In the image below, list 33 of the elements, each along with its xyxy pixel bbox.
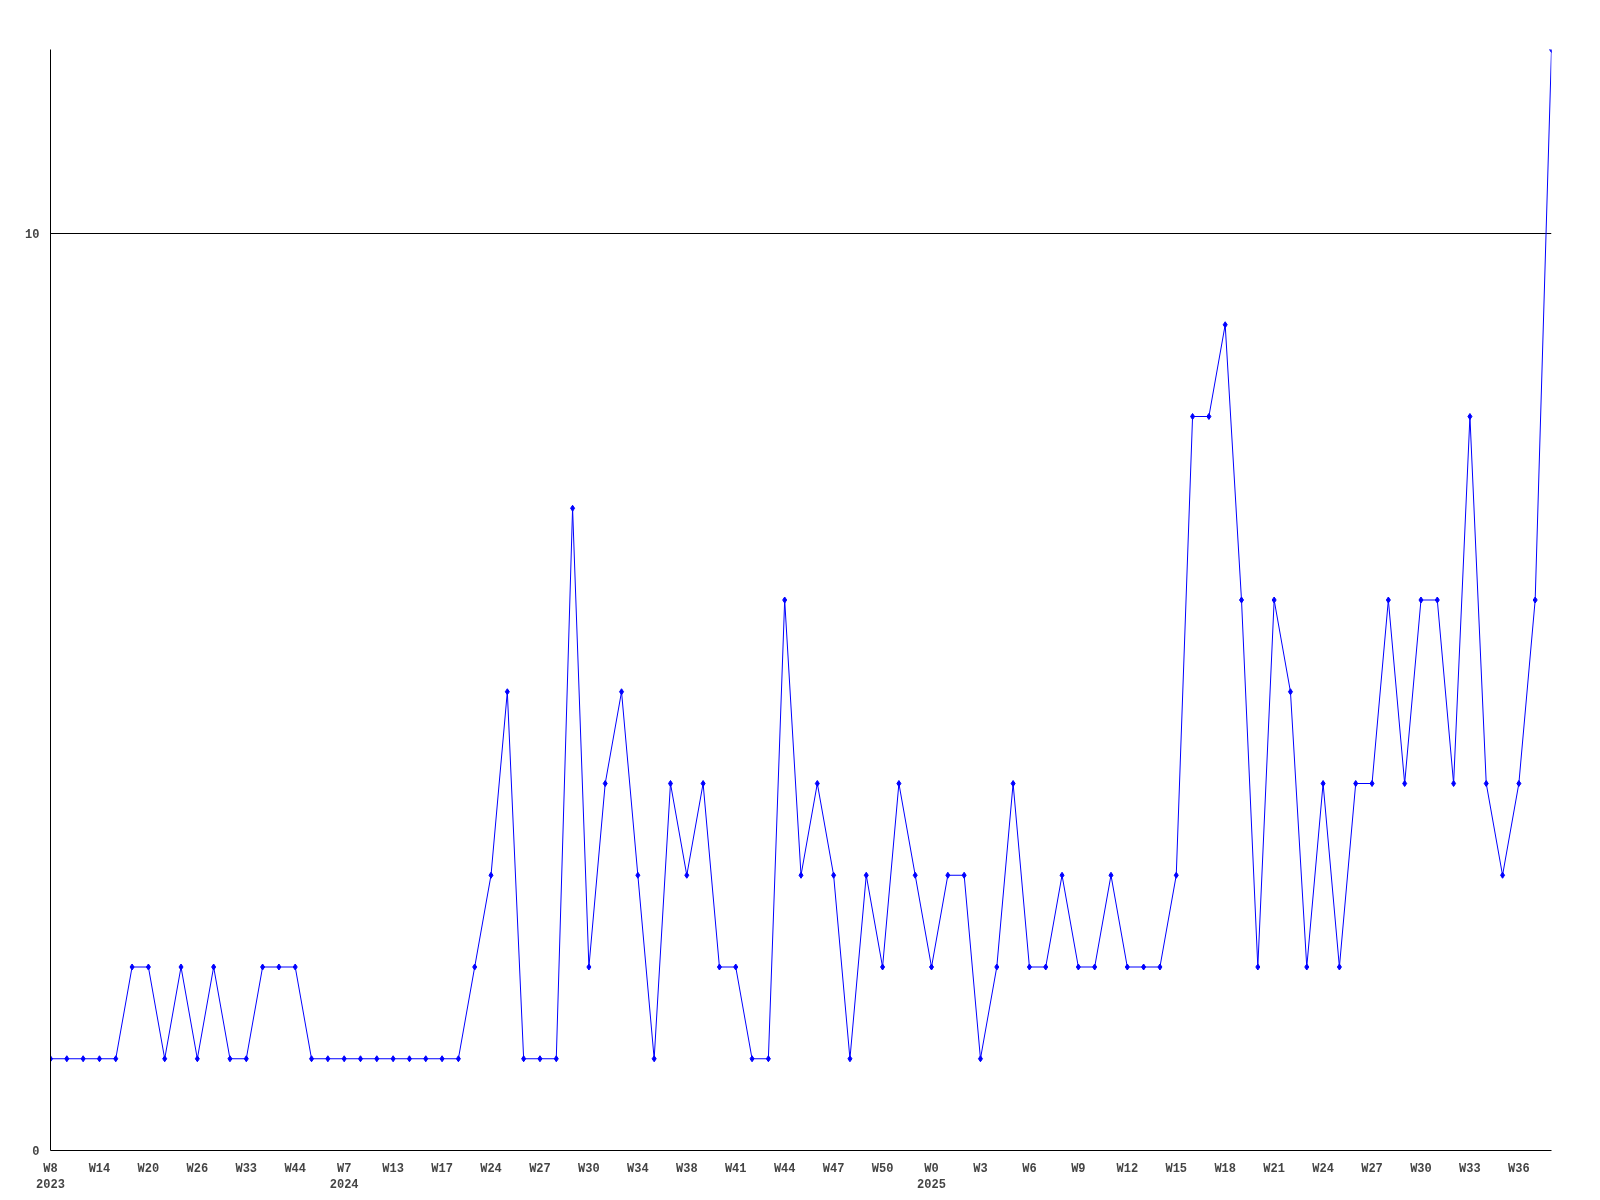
x-tick-label: W38 <box>675 1161 698 1176</box>
x-tick-label: W44 <box>773 1161 796 1176</box>
x-tick-label: W6 <box>1022 1161 1037 1176</box>
y-tick-label: 10 <box>25 227 40 242</box>
x-tick-label: W33 <box>1459 1161 1481 1176</box>
x-tick-label: W17 <box>431 1161 453 1176</box>
x-tick-label: W50 <box>871 1161 894 1176</box>
x-tick-label: W33 <box>235 1161 258 1176</box>
x-tick-label: W15 <box>1165 1161 1188 1176</box>
y-tick-label: 0 <box>32 1145 40 1159</box>
x-tick-label: W47 <box>822 1161 845 1176</box>
x-tick-label: W26 <box>186 1161 209 1176</box>
x-tick-label: W30 <box>578 1161 600 1176</box>
x-tick-label: W24 <box>480 1161 502 1176</box>
x-tick-label: W44 <box>284 1161 307 1176</box>
x-tick-label: W21 <box>1263 1161 1285 1176</box>
x-tick-label: W34 <box>627 1161 649 1176</box>
x-tick-label: W36 <box>1508 1161 1530 1176</box>
x-tick-label: W27 <box>529 1161 551 1176</box>
x-tick-label: W12 <box>1116 1161 1139 1176</box>
x-tick-label: W13 <box>382 1161 404 1176</box>
x-tick-label: W7 2024 <box>329 1161 359 1193</box>
x-tick-label: W20 <box>137 1161 160 1176</box>
x-tick-label: W27 <box>1361 1161 1383 1176</box>
x-tick-label: W8 2023 <box>36 1161 65 1193</box>
x-tick-label: W0 2025 <box>917 1161 946 1193</box>
x-tick-label: W30 <box>1410 1161 1432 1176</box>
x-tick-label: W24 <box>1312 1161 1334 1176</box>
x-tick-label: W9 <box>1071 1161 1086 1176</box>
x-tick-label: W18 <box>1214 1161 1236 1176</box>
x-tick-label: W41 <box>724 1161 747 1176</box>
x-tick-label: W3 <box>973 1161 988 1176</box>
x-tick-label: W14 <box>88 1161 111 1176</box>
